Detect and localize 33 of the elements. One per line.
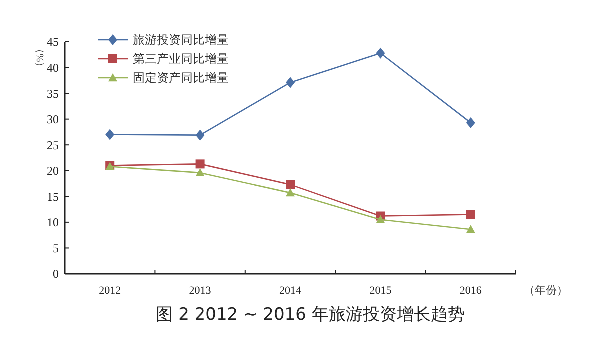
point xyxy=(466,117,476,128)
point xyxy=(376,215,386,224)
legend-label: 第三产业同比增量 xyxy=(133,52,229,66)
x-tick-label: 2013 xyxy=(189,285,212,297)
y-tick-label: 10 xyxy=(47,216,59,230)
x-tick-label: 2014 xyxy=(280,285,302,297)
y-tick-label: 15 xyxy=(47,190,59,204)
point xyxy=(466,210,476,220)
y-axis-title: （%） xyxy=(34,44,45,72)
y-tick-label: 5 xyxy=(53,241,59,256)
x-axis-title: （年份） xyxy=(524,285,568,297)
point xyxy=(286,188,295,197)
point xyxy=(196,168,205,177)
point xyxy=(466,225,476,234)
point xyxy=(106,129,115,140)
y-tick-label: 35 xyxy=(47,86,59,101)
y-tick-label: 40 xyxy=(47,60,59,75)
y-tick-label: 45 xyxy=(47,35,59,50)
y-tick-label: 0 xyxy=(53,267,59,282)
point xyxy=(196,160,205,169)
point xyxy=(196,130,205,141)
point xyxy=(286,180,295,190)
legend-label: 固定资产同比增量 xyxy=(133,71,229,86)
y-tick-label: 20 xyxy=(47,164,59,178)
x-tick-label: 2012 xyxy=(99,285,122,297)
y-tick-label: 30 xyxy=(47,112,59,127)
point xyxy=(286,77,295,88)
point xyxy=(376,48,386,59)
y-tick-label: 25 xyxy=(47,138,59,152)
x-tick-label: 2015 xyxy=(370,285,392,297)
legend-label: 旅游投资同比增量 xyxy=(133,33,229,48)
text: 图 2 2012 ~ 2016 年旅游投资增长趋势 xyxy=(156,305,465,325)
x-tick-label: 2016 xyxy=(460,285,482,297)
